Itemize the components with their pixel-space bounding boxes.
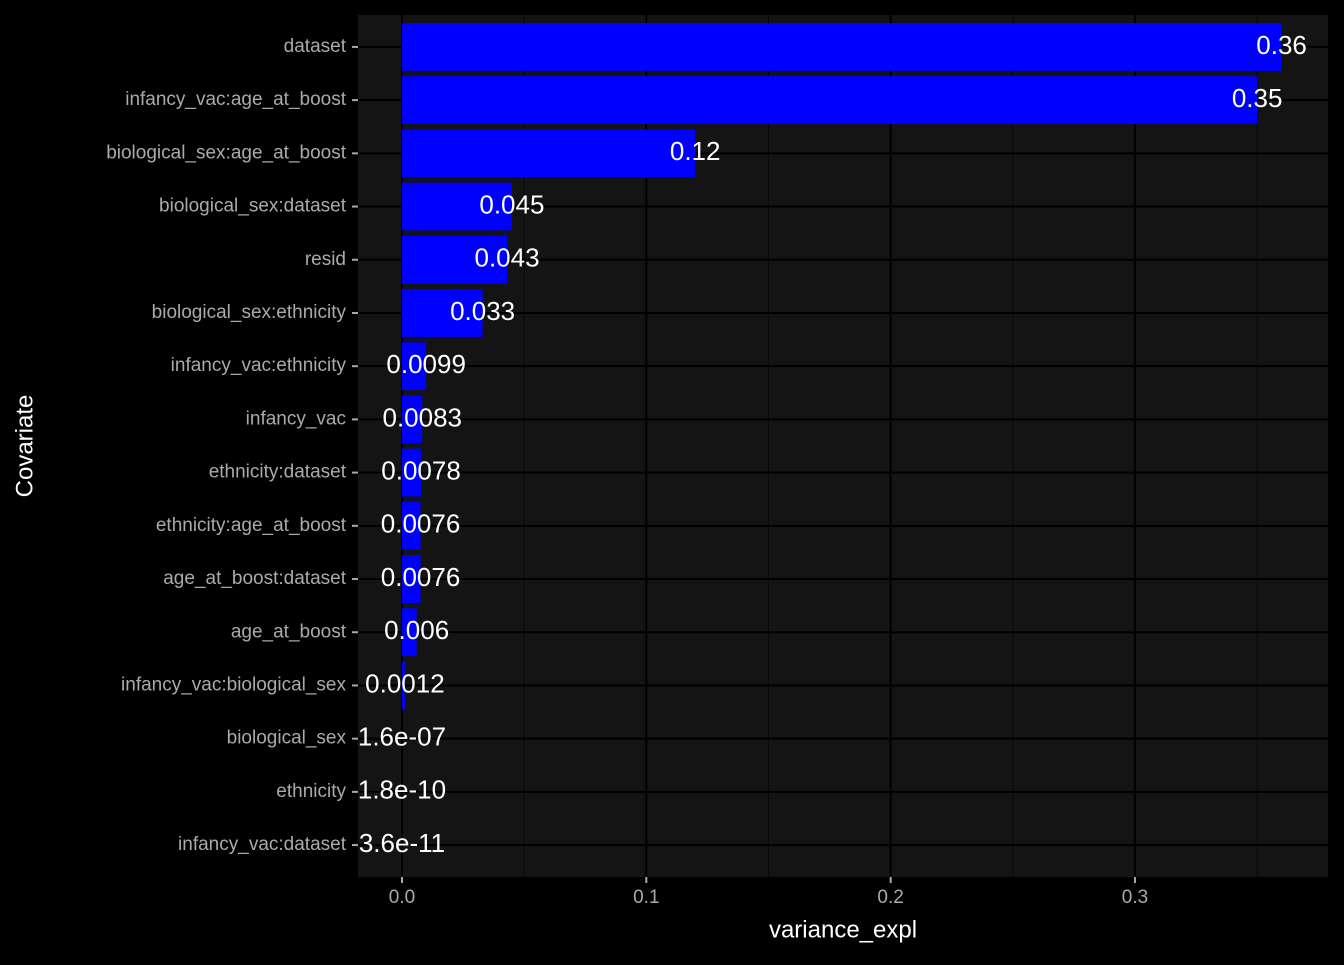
x-tick-label: 0.1 [633, 887, 659, 908]
y-tick-label: resid [305, 249, 346, 270]
y-tick-label: biological_sex:dataset [159, 196, 347, 217]
data-label: 0.12 [670, 136, 721, 166]
data-label: 3.6e-11 [359, 828, 445, 858]
data-label: 1.8e-10 [358, 775, 446, 805]
y-tick-label: age_at_boost [231, 621, 347, 642]
y-tick-label: age_at_boost:dataset [163, 568, 346, 589]
data-label: 0.0099 [386, 349, 466, 379]
data-label: 0.033 [450, 296, 515, 326]
data-label: 0.043 [475, 243, 540, 273]
y-tick-label: infancy_vac:age_at_boost [125, 89, 346, 110]
data-label: 0.045 [479, 189, 544, 219]
x-tick-label: 0.2 [877, 887, 903, 908]
bar [402, 129, 695, 177]
data-label: 0.0078 [381, 455, 461, 485]
y-tick-label: biological_sex:age_at_boost [106, 142, 347, 163]
y-tick-label: infancy_vac:biological_sex [121, 674, 346, 695]
y-tick-label: biological_sex:ethnicity [152, 302, 347, 323]
y-tick-label: infancy_vac:dataset [178, 834, 347, 855]
data-label: 0.0076 [381, 509, 461, 539]
y-tick-label: ethnicity:age_at_boost [156, 515, 347, 536]
bar [402, 23, 1282, 71]
bar [402, 76, 1257, 124]
data-label: 0.35 [1232, 83, 1283, 113]
y-tick-label: ethnicity:dataset [209, 462, 347, 483]
y-tick-label: ethnicity [276, 781, 346, 802]
x-axis-title: variance_expl [769, 916, 917, 943]
y-tick-label: infancy_vac [246, 408, 346, 429]
x-tick-label: 0.0 [389, 887, 415, 908]
y-axis-title: Covariate [11, 395, 38, 498]
x-tick-label: 0.3 [1122, 887, 1148, 908]
data-label: 0.006 [384, 615, 449, 645]
y-tick-label: biological_sex [227, 728, 347, 749]
data-label: 1.6e-07 [358, 722, 446, 752]
data-label: 0.0012 [365, 668, 445, 698]
data-label: 0.0076 [381, 562, 461, 592]
y-tick-label: dataset [284, 36, 347, 57]
data-label: 0.36 [1256, 30, 1307, 60]
y-tick-label: infancy_vac:ethnicity [171, 355, 347, 376]
data-label: 0.0083 [382, 402, 462, 432]
